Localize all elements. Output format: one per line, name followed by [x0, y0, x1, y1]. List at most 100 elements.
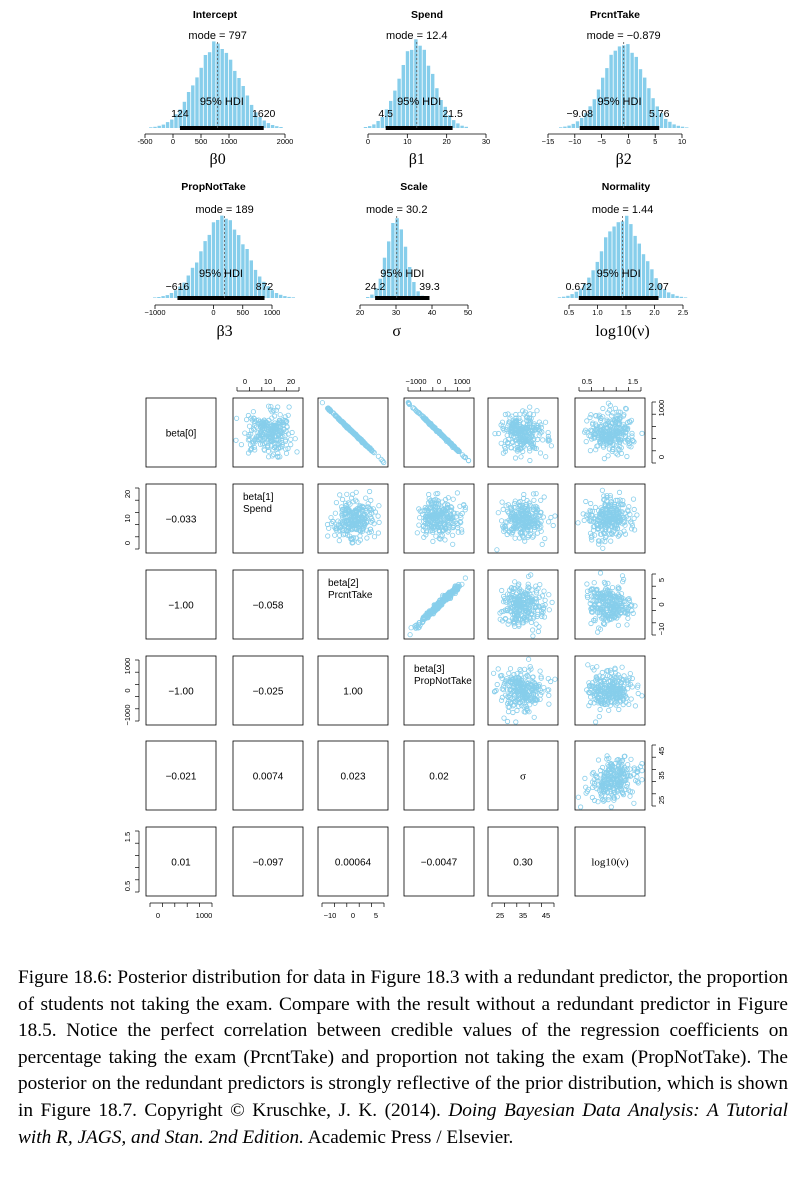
scatter-point: [343, 503, 349, 509]
scatter-point: [589, 512, 596, 518]
scatter-point: [608, 766, 615, 772]
scatter-point: [589, 771, 595, 777]
hdi-high-label: 1620: [252, 108, 276, 120]
histogram-bars: [363, 39, 468, 129]
tick-label: 45: [542, 911, 550, 920]
scatter-point: [285, 445, 291, 452]
scatter-point: [233, 437, 239, 443]
scatter-point: [615, 430, 621, 436]
diagonal-variable-label: beta[3] PropNotTake: [414, 664, 472, 687]
scatter-point: [596, 713, 602, 720]
tick-label: 0: [123, 541, 132, 545]
scatter-point: [294, 449, 300, 455]
scatter-point: [536, 419, 543, 425]
scatter-point: [546, 607, 552, 613]
histogram-bar: [191, 85, 195, 128]
hdi-label: 95% HDI: [597, 96, 641, 108]
scatter-point: [263, 431, 269, 437]
outer-axis: −1000 0 1000: [123, 658, 140, 726]
scatter-point: [442, 436, 448, 442]
histogram-bar: [203, 241, 207, 298]
scatter-point: [617, 685, 623, 691]
outer-axis: 0.5 1.5: [123, 830, 140, 893]
scatter-point: [538, 674, 544, 680]
scatter-point: [238, 441, 244, 448]
scatter-point: [605, 453, 611, 459]
scatter-point: [602, 777, 608, 784]
scatter-point: [535, 611, 541, 618]
scatter-point: [618, 502, 624, 508]
scatter-point: [495, 510, 501, 516]
scatter-point: [518, 677, 525, 683]
scatter-point: [514, 707, 520, 714]
scatter-point: [625, 425, 631, 431]
scatter-point: [500, 683, 507, 689]
scatter-point: [507, 699, 514, 705]
correlation-value: −0.097: [253, 858, 284, 869]
histogram-bar: [574, 291, 578, 298]
scatter-point: [520, 695, 526, 701]
scatter-point: [595, 799, 601, 805]
scatter-point: [368, 497, 374, 503]
scatter-point: [602, 538, 608, 545]
scatter-point: [521, 443, 527, 449]
scatter-point: [625, 435, 631, 441]
scatter-point: [528, 441, 535, 447]
scatter-point: [458, 527, 465, 533]
scatter-point: [507, 666, 514, 672]
tick-label: 0.5: [123, 881, 132, 891]
histogram-bar: [387, 241, 391, 298]
scatter-point: [525, 689, 531, 695]
scatter-point: [277, 454, 283, 460]
scatter-point: [519, 430, 526, 436]
hdi-high-label: 872: [256, 281, 274, 293]
scatter-point: [525, 581, 531, 587]
pairs-panel: [317, 740, 389, 811]
pairs-panel: [403, 826, 475, 897]
scatter-point: [527, 448, 533, 454]
scatter-point: [609, 448, 615, 454]
histogram-bar: [161, 124, 166, 128]
scatter-point: [415, 622, 422, 628]
tick-label: 1000: [657, 400, 666, 417]
correlation-value: −0.0047: [421, 858, 458, 869]
scatter-point: [343, 422, 349, 428]
scatter-point: [616, 678, 622, 684]
scatter-point: [597, 531, 604, 537]
mode-label: mode = −0.879: [587, 30, 661, 42]
scatter-point: [617, 425, 623, 432]
scatter-point: [415, 409, 422, 416]
scatter-point: [365, 500, 371, 507]
tick-label: 25: [496, 911, 504, 920]
histogram-bar: [366, 297, 370, 298]
scatter-point: [269, 425, 275, 431]
scatter-point: [419, 508, 425, 514]
tick-label: 1000: [196, 911, 213, 920]
tick-label: 0: [366, 137, 370, 146]
scatter-point: [619, 762, 625, 768]
scatter-point: [575, 794, 582, 800]
scatter-point: [601, 579, 608, 586]
histogram-title: PrcntTake: [590, 9, 640, 21]
scatter-point: [597, 609, 603, 616]
histogram-bar: [245, 95, 250, 128]
histogram-bar: [391, 223, 395, 298]
scatter-panel: [490, 656, 558, 725]
scatter-point: [536, 624, 542, 630]
histogram-bar: [174, 290, 178, 298]
scatter-point: [375, 530, 381, 536]
scatter-point: [426, 505, 432, 512]
histogram-bar: [380, 117, 384, 128]
pairs-panel: [487, 483, 559, 554]
scatter-point: [416, 522, 422, 528]
scatter-point: [435, 490, 441, 497]
scatter-point: [627, 773, 634, 779]
scatter-point: [520, 429, 527, 435]
histogram-bar: [571, 123, 575, 128]
tick-label: 1.5: [628, 377, 638, 386]
scatter-point: [628, 444, 634, 450]
scatter-point: [609, 413, 615, 419]
scatter-point: [375, 513, 381, 519]
scatter-point: [336, 416, 342, 422]
